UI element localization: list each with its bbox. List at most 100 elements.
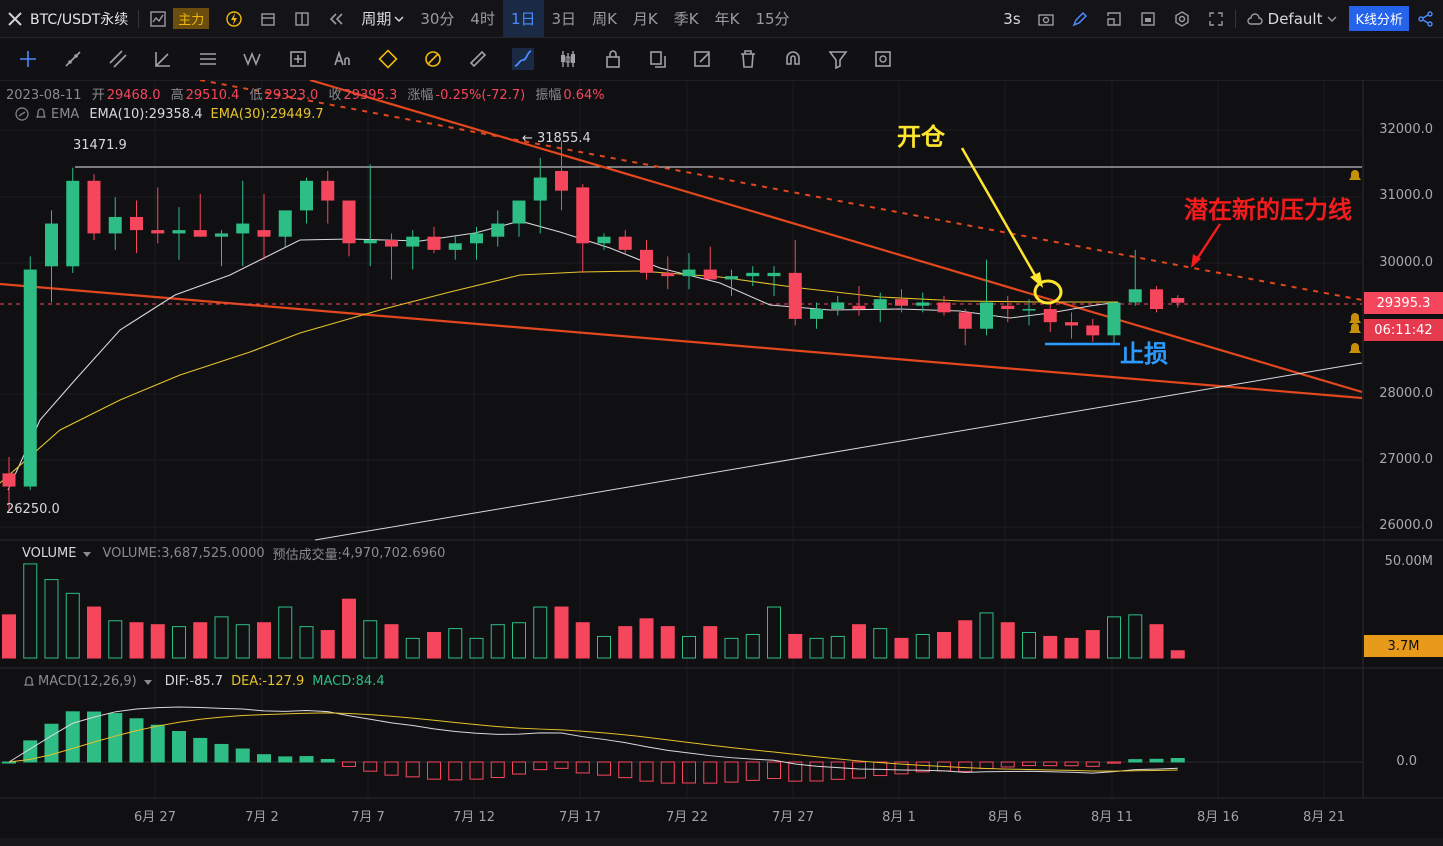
candle-body: [873, 299, 887, 310]
volume-bar: [809, 637, 824, 659]
calendar-button[interactable]: [251, 0, 285, 37]
date-tick: 7月 17: [559, 810, 601, 825]
share-button[interactable]: [1409, 0, 1443, 37]
fibonacci-icon: [424, 51, 441, 67]
depth-button[interactable]: [1131, 0, 1165, 37]
lightning-icon: [226, 10, 243, 27]
lock-tool[interactable]: [590, 38, 635, 80]
theme-label: Default: [1267, 9, 1323, 28]
volume-bar: [767, 606, 781, 659]
volume-bar: [2, 614, 16, 659]
high-mark-arrow: ←: [522, 131, 533, 146]
low-label: 低: [249, 88, 263, 103]
magnet-tool[interactable]: [770, 38, 815, 80]
interval-quarter[interactable]: 季K: [673, 10, 699, 28]
divider: [1234, 9, 1236, 28]
macd-value: 84.4: [355, 674, 385, 689]
ruler-icon: [469, 50, 486, 68]
filter-tool[interactable]: [815, 38, 860, 80]
symbol-selector[interactable]: BTC/USDT永续: [0, 0, 136, 37]
candle-body: [810, 309, 823, 319]
copy-tool[interactable]: [635, 38, 680, 80]
macd-histogram-bar: [894, 761, 909, 775]
interval-15m[interactable]: 15分: [755, 10, 790, 28]
drawing-toolbar: [0, 38, 1443, 81]
bell-icon[interactable]: [34, 107, 48, 121]
interval-30m[interactable]: 30分: [420, 10, 455, 28]
candle-body: [703, 269, 717, 280]
trendline-tool[interactable]: [50, 38, 95, 80]
candle-body: [385, 239, 398, 247]
interval-4h[interactable]: 4时: [470, 10, 495, 28]
macd-histogram-bar: [469, 761, 484, 780]
theme-dropdown[interactable]: Default: [1238, 0, 1346, 37]
edit-tool[interactable]: [680, 38, 725, 80]
ema10-value: 29358.4: [148, 106, 203, 122]
eye-icon[interactable]: [14, 106, 30, 122]
candle-body: [746, 272, 760, 277]
settings-button[interactable]: [1165, 0, 1199, 37]
candle-body: [321, 180, 335, 201]
volume-bar: [1064, 637, 1079, 659]
interval-week[interactable]: 周K: [592, 10, 617, 28]
candle-tool[interactable]: [545, 38, 590, 80]
candle-body: [66, 180, 80, 267]
candle-body: [1043, 309, 1057, 323]
bell-icon[interactable]: [22, 675, 36, 689]
macd-histogram-bar: [23, 740, 38, 763]
delete-tool[interactable]: [725, 38, 770, 80]
caret-down-icon[interactable]: [143, 677, 153, 687]
annotation-stop-loss: 止损: [1120, 340, 1168, 368]
replay-button[interactable]: [319, 0, 353, 37]
angle-tool[interactable]: [140, 38, 185, 80]
volume-bar: [490, 624, 505, 659]
layout-button[interactable]: [285, 0, 319, 37]
measure-tool[interactable]: [275, 38, 320, 80]
candle-body: [193, 230, 207, 237]
open-label: 开: [91, 88, 105, 103]
brush-tool[interactable]: [500, 38, 545, 80]
period-label: 周期: [361, 10, 392, 28]
macd-histogram-bar: [1000, 761, 1015, 768]
date-tick: 7月 7: [351, 810, 385, 825]
interval-month[interactable]: 月K: [632, 10, 658, 28]
sync-tool[interactable]: [860, 38, 905, 80]
macd-histogram-bar: [554, 761, 569, 769]
crosshair-tool[interactable]: [5, 38, 50, 80]
hlines-tool[interactable]: [185, 38, 230, 80]
amplitude-value: 0.64%: [563, 88, 605, 103]
gear-icon: [1174, 10, 1189, 27]
price-chart[interactable]: [0, 80, 1443, 838]
macd-histogram-bar: [235, 748, 250, 763]
fib-tool[interactable]: [410, 38, 455, 80]
volume-bar: [830, 635, 845, 659]
interval-3d[interactable]: 3日: [551, 10, 577, 28]
countdown-tag: 06:11:42: [1364, 319, 1443, 341]
pattern-tool[interactable]: [365, 38, 410, 80]
indicator-main-button[interactable]: 主力: [141, 0, 217, 37]
period-dropdown[interactable]: 周期: [353, 0, 412, 37]
channel-tool[interactable]: [95, 38, 140, 80]
fullscreen-button[interactable]: [1199, 0, 1233, 37]
magnet-icon: [785, 51, 800, 65]
popout-button[interactable]: [1097, 0, 1131, 37]
ruler-tool[interactable]: [455, 38, 500, 80]
caret-down-icon[interactable]: [82, 549, 92, 559]
lightning-button[interactable]: [217, 0, 251, 37]
dif-value: -85.7: [189, 674, 224, 689]
candle-body: [512, 200, 526, 224]
text-tool[interactable]: [320, 38, 365, 80]
camera-button[interactable]: [1029, 0, 1063, 37]
candle-body: [45, 223, 58, 267]
pattern-icon: [377, 49, 398, 69]
draw-button[interactable]: [1063, 0, 1097, 37]
volume-bar: [427, 632, 441, 659]
candle-body: [470, 233, 483, 244]
interval-year[interactable]: 年K: [714, 10, 740, 28]
wave-tool[interactable]: [230, 38, 275, 80]
refresh-rate[interactable]: 3s: [1003, 9, 1021, 28]
kline-analysis-button[interactable]: K线分析: [1349, 6, 1409, 31]
interval-1d[interactable]: 1日: [502, 0, 544, 37]
macd-dea-line: [8, 712, 1178, 772]
brush-icon: [511, 48, 534, 70]
